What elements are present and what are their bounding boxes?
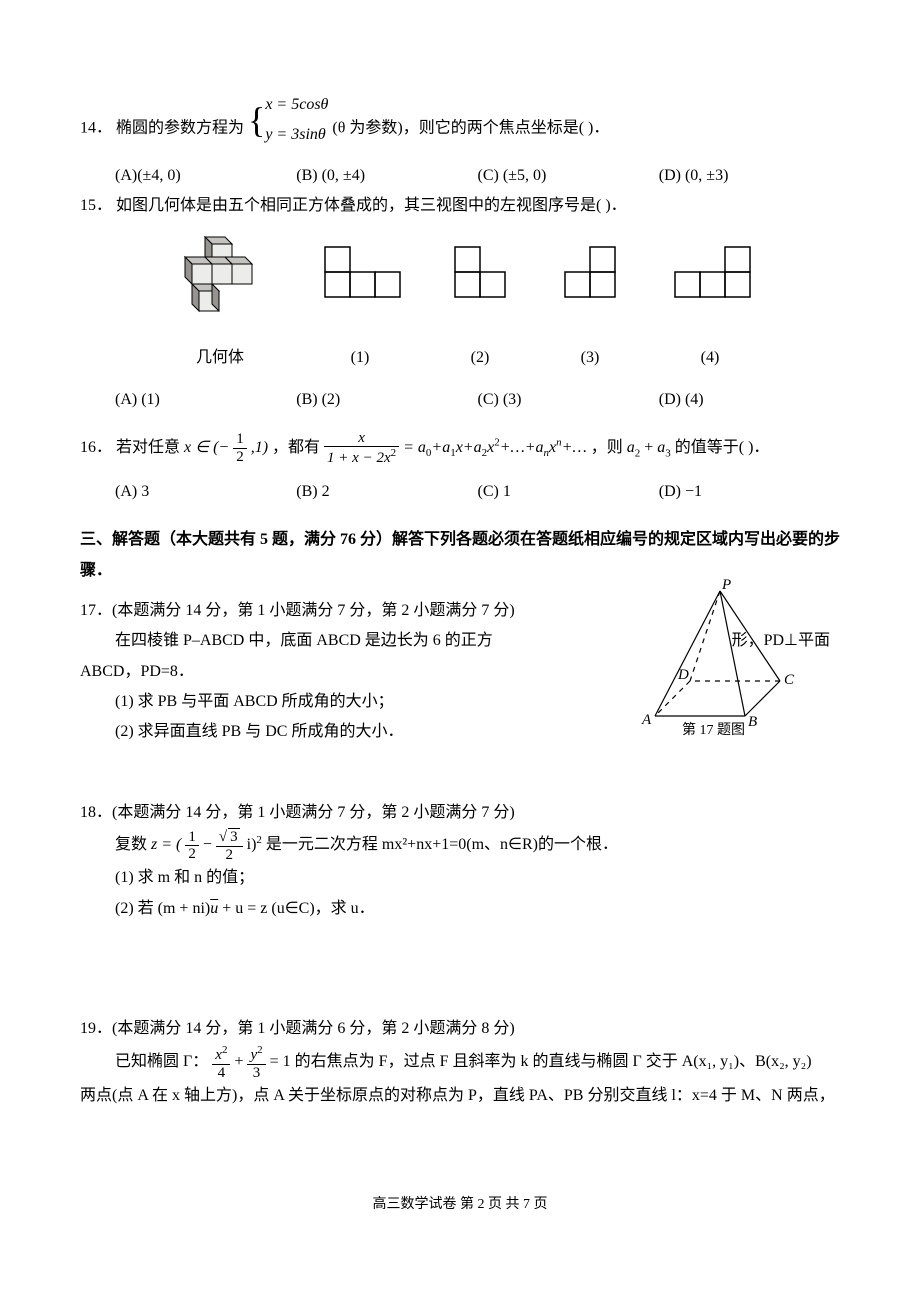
q14-choice-b: (B) (0, ±4) [296,161,477,191]
q15-label-3: (3) [550,343,630,373]
q15-choice-c: (C) (3) [478,385,659,415]
question-18: 18．(本题满分 14 分，第 1 小题满分 7 分，第 2 小题满分 7 分)… [80,798,840,924]
q18-half: 12 [185,829,199,863]
q18-minus: − [203,836,216,853]
question-19: 19．(本题满分 14 分，第 1 小题满分 6 分，第 2 小题满分 8 分)… [80,1014,840,1112]
q16-choice-d: (D) −1 [659,477,840,507]
q17-label-D: D [677,667,689,683]
q14-number: 14． [80,119,112,136]
q15-solid-figure [160,232,280,333]
q15-figures-row [80,232,840,333]
q18-sub2: (2) 若 (m + ni)u + u = z (u∈C)，求 u． [115,894,840,924]
q18-pre: 复数 [115,836,147,853]
q16-xrange-pre: x ∈ (− [184,439,229,456]
q18-square: 2 [256,834,262,846]
left-brace-icon: { [248,102,265,138]
q19-y2-over-3: y23 [247,1044,265,1081]
q17-figure: P A B C D 第 17 题图 [630,576,800,747]
q16-main-frac: x 1 + x − 2x2 [324,430,399,467]
question-15: 15． 如图几何体是由五个相同正方体叠成的，其三视图中的左视图序号是( )． [80,191,840,221]
q14-case1: x = 5cosθ [265,96,328,113]
q17-fig-caption: 第 17 题图 [682,721,745,736]
q16-mid1: ，都有 [272,439,320,456]
q15-choice-d: (D) (4) [659,385,840,415]
q18-post: 是一元二次方程 mx²+nx+1=0(m、n∈R)的一个根． [266,836,618,853]
q17-line1a: 在四棱锥 P–ABCD 中，底面 ABCD 是边长为 6 的正方 [115,632,493,649]
q16-tail: 的值等于( )． [675,439,770,456]
q18-sub1: (1) 求 m 和 n 的值； [115,863,840,893]
q19-title: 19．(本题满分 14 分，第 1 小题满分 6 分，第 2 小题满分 8 分) [80,1014,840,1044]
q18-title: 18．(本题满分 14 分，第 1 小题满分 7 分，第 2 小题满分 7 分) [80,798,840,828]
q16-series-eq: = a0+a1x+a2x2+…+anxn+… [403,439,591,456]
q16-choice-a: (A) 3 [115,477,296,507]
q15-number: 15． [80,197,112,214]
q14-choice-c: (C) (±5, 0) [478,161,659,191]
q15-label-4: (4) [660,343,760,373]
q17-label-A: A [641,712,652,728]
question-14: 14． 椭圆的参数方程为 { x = 5cosθ y = 3sinθ (θ 为参… [80,90,840,151]
q19-den3: 3 [247,1065,265,1082]
q15-view-4 [660,232,760,333]
q16-choice-c: (C) 1 [478,477,659,507]
q16-a2: 2 [635,447,641,459]
q16-a3: 3 [665,447,671,459]
q19-line2: 两点(点 A 在 x 轴上方)，点 A 关于坐标原点的对称点为 P，直线 PA、… [80,1081,840,1111]
q18-zdef-pre: z = ( [151,836,181,853]
q14-pre: 椭圆的参数方程为 [116,119,244,136]
q15-view-2 [440,232,520,333]
q19-x2-over-4: x24 [212,1044,230,1081]
q16-xrange-post: ,1) [251,439,268,456]
q19-eq1-post: = 1 的右焦点为 F，过点 F 且斜率为 k 的直线与椭圆 Γ 交于 A(x₁… [270,1054,812,1071]
q15-view-1 [310,232,410,333]
q18-s2-pre: (2) 若 (m + ni) [115,900,210,917]
q18-s2-mid: + u = z (u∈C)，求 u． [218,900,374,917]
q19-den4: 4 [212,1065,230,1082]
q15-view-labels: 几何体 (1) (2) (3) (4) [80,343,840,373]
q19-plus: + [234,1054,247,1071]
q15-view-3 [550,232,630,333]
q16-number: 16． [80,439,112,456]
q16-frac-num: x [358,430,365,446]
q15-choices: (A) (1) (B) (2) (C) (3) (D) (4) [115,385,840,415]
q16-pre: 若对任意 [116,439,180,456]
q18-sqrt3-over-2: √32 [216,828,243,863]
q15-choice-b: (B) (2) [296,385,477,415]
q16-plus-a3: + a [644,439,665,456]
q15-label-1: (1) [310,343,410,373]
q15-label-geo: 几何体 [160,343,280,373]
q17-label-P: P [721,577,731,593]
q15-text: 如图几何体是由五个相同正方体叠成的，其三视图中的左视图序号是( )． [116,197,627,214]
q14-choices: (A)(±4, 0) (B) (0, ±4) (C) (±5, 0) (D) (… [115,161,840,191]
q16-tail-pre: ，则 a [591,439,635,456]
q16-frac-den: 1 + x − 2x [327,450,391,466]
q14-parametric-cases: x = 5cosθ y = 3sinθ [265,90,328,151]
question-17: 17．(本题满分 14 分，第 1 小题满分 7 分，第 2 小题满分 7 分)… [80,596,840,748]
q18-i-post: i) [247,836,257,853]
q14-post: (θ 为参数)，则它的两个焦点坐标是( )． [332,119,609,136]
q16-choice-b: (B) 2 [296,477,477,507]
q14-choice-a: (A)(±4, 0) [115,161,296,191]
q15-label-2: (2) [440,343,520,373]
q17-label-C: C [784,672,795,688]
q17-label-B: B [748,714,757,730]
q16-choices: (A) 3 (B) 2 (C) 1 (D) −1 [115,477,840,507]
page-footer: 高三数学试卷 第 2 页 共 7 页 [80,1192,840,1219]
q19-pre: 已知椭圆 Γ： [115,1054,208,1071]
q14-case2: y = 3sinθ [265,126,325,143]
q15-choice-a: (A) (1) [115,385,296,415]
q14-choice-d: (D) (0, ±3) [659,161,840,191]
question-16: 16． 若对任意 x ∈ (− 12 ,1) ，都有 x 1 + x − 2x2… [80,430,840,467]
q16-half-frac: 12 [233,431,247,465]
